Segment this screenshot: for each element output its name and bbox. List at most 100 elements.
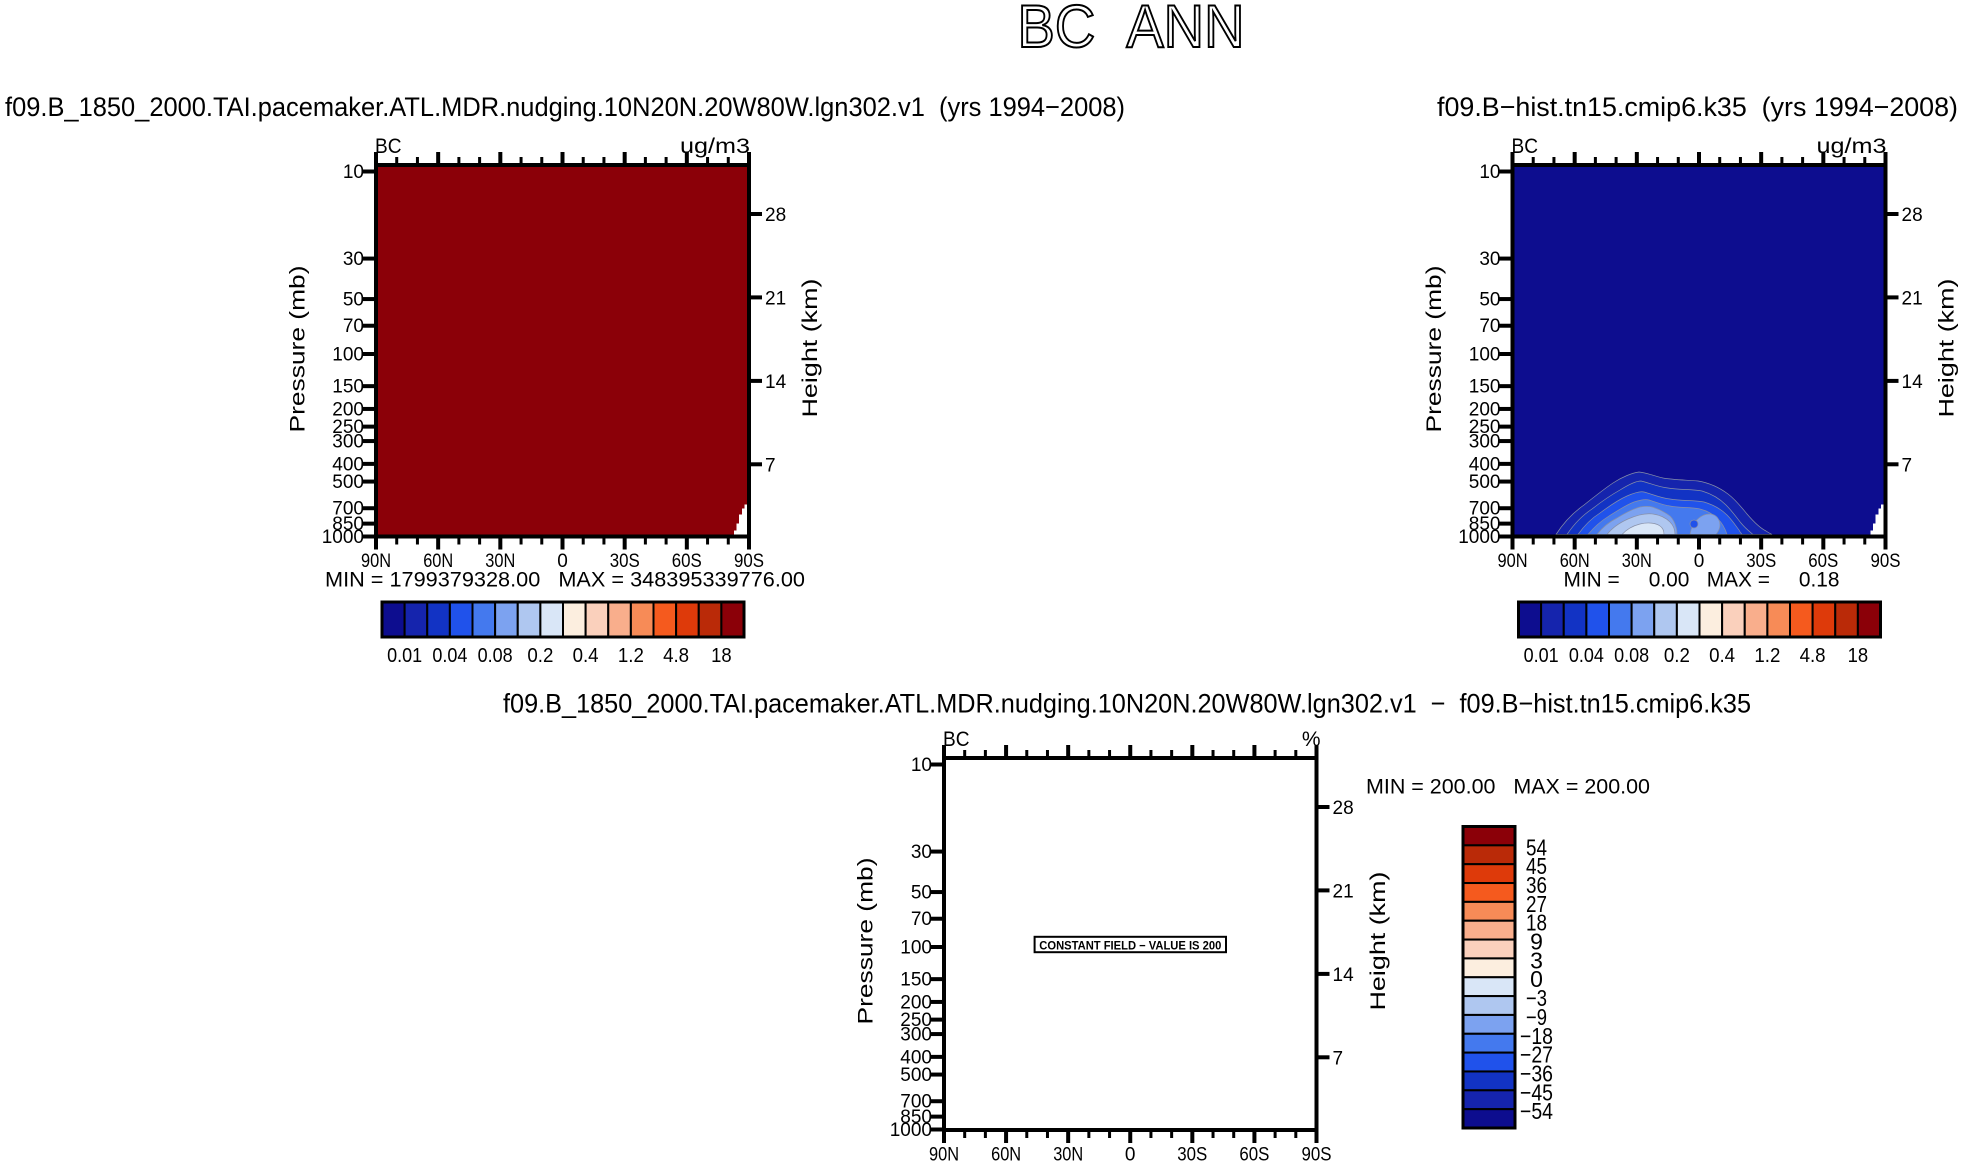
svg-text:200: 200 [1469,399,1501,420]
svg-text:28: 28 [1902,205,1923,226]
svg-text:21: 21 [765,288,786,309]
svg-text:400: 400 [1469,454,1501,475]
svg-text:4.8: 4.8 [663,645,689,667]
svg-text:60N: 60N [423,551,453,572]
svg-text:0: 0 [1530,966,1543,992]
svg-text:60S: 60S [672,551,702,572]
svg-text:150: 150 [1469,377,1501,398]
svg-text:300: 300 [900,1025,932,1046]
svg-text:30: 30 [343,249,364,270]
svg-text:MIN = 200.00 MAX = 200.00: MIN = 200.00 MAX = 200.00 [1366,776,1650,799]
svg-text:90S: 90S [1871,551,1901,572]
svg-text:200: 200 [332,399,364,420]
svg-text:7: 7 [1902,455,1913,476]
svg-text:30N: 30N [1053,1145,1083,1166]
svg-text:7: 7 [765,455,776,476]
svg-text:21: 21 [1333,881,1354,902]
svg-text:700: 700 [332,499,364,520]
svg-text:100: 100 [1469,345,1501,366]
svg-text:−18: −18 [1520,1023,1553,1049]
svg-text:100: 100 [900,938,932,959]
svg-text:60S: 60S [1239,1145,1269,1166]
svg-text:Pressure (mb): Pressure (mb) [1422,266,1446,433]
svg-text:f09.B−hist.tn15.cmip6.k35 (yr: f09.B−hist.tn15.cmip6.k35 (yrs 1994−2008… [1437,92,1958,122]
svg-text:850: 850 [900,1107,932,1128]
svg-text:30S: 30S [1746,551,1776,572]
svg-text:−27: −27 [1520,1042,1553,1068]
svg-text:0.4: 0.4 [1709,645,1735,667]
svg-text:1000: 1000 [322,527,364,548]
svg-text:MIN = 1799379328.00 MAX = 34: MIN = 1799379328.00 MAX = 348395339776.0… [325,569,805,592]
svg-text:28: 28 [765,205,786,226]
svg-text:−3: −3 [1526,985,1547,1011]
svg-text:BC: BC [375,135,402,158]
svg-text:1000: 1000 [890,1120,932,1141]
svg-text:0: 0 [1694,551,1705,572]
svg-text:30S: 30S [610,551,640,572]
svg-text:850: 850 [1469,514,1501,535]
svg-text:7: 7 [1333,1048,1344,1069]
svg-text:CONSTANT FIELD − VALUE IS 200: CONSTANT FIELD − VALUE IS 200 [1039,939,1221,953]
svg-text:0.01: 0.01 [387,645,422,667]
svg-text:700: 700 [900,1092,932,1113]
svg-text:BC: BC [1512,135,1539,158]
svg-text:18: 18 [1848,645,1869,667]
svg-text:300: 300 [1469,432,1501,453]
svg-text:BC: BC [943,728,970,751]
svg-text:500: 500 [1469,472,1501,493]
svg-text:30S: 30S [1177,1145,1207,1166]
svg-text:30N: 30N [1622,551,1652,572]
svg-text:1.2: 1.2 [1754,645,1780,667]
svg-text:ug/m3: ug/m3 [1817,135,1887,158]
svg-text:400: 400 [900,1047,932,1068]
svg-text:10: 10 [911,755,932,776]
svg-text:Height (km): Height (km) [1935,279,1959,418]
svg-text:27: 27 [1526,891,1547,917]
svg-text:90S: 90S [734,551,764,572]
svg-text:−54: −54 [1520,1098,1553,1124]
svg-text:150: 150 [900,970,932,991]
svg-text:60N: 60N [991,1145,1021,1166]
svg-text:70: 70 [1479,316,1500,337]
svg-text:18: 18 [711,645,732,667]
svg-text:50: 50 [1479,290,1500,311]
svg-text:54: 54 [1526,834,1547,860]
svg-text:−36: −36 [1520,1061,1553,1087]
svg-text:90S: 90S [1302,1145,1332,1166]
svg-text:70: 70 [343,316,364,337]
svg-text:14: 14 [1333,965,1355,986]
svg-text:250: 250 [1469,417,1501,438]
svg-text:50: 50 [911,883,932,904]
svg-text:10: 10 [343,162,364,183]
svg-text:0: 0 [557,551,568,572]
svg-text:ug/m3: ug/m3 [680,135,750,158]
svg-text:f09.B_1850_2000.TAI.pacemaker.: f09.B_1850_2000.TAI.pacemaker.ATL.MDR.nu… [5,92,1125,122]
svg-text:3: 3 [1530,947,1543,973]
svg-text:Height (km): Height (km) [798,279,822,418]
svg-text:0.2: 0.2 [1664,645,1690,667]
svg-text:36: 36 [1526,872,1547,898]
svg-text:0.08: 0.08 [1614,645,1649,667]
svg-text:0.4: 0.4 [573,645,599,667]
svg-text:Height (km): Height (km) [1366,872,1390,1011]
svg-text:60S: 60S [1808,551,1838,572]
svg-text:100: 100 [332,345,364,366]
svg-text:150: 150 [332,377,364,398]
svg-text:70: 70 [911,909,932,930]
svg-text:0.08: 0.08 [478,645,513,667]
svg-text:60N: 60N [1560,551,1590,572]
svg-text:90N: 90N [929,1145,959,1166]
svg-text:30: 30 [1479,249,1500,270]
svg-text:21: 21 [1902,288,1923,309]
svg-text:500: 500 [900,1065,932,1086]
svg-text:%: % [1302,728,1321,751]
svg-text:0.2: 0.2 [527,645,553,667]
svg-text:−9: −9 [1526,1004,1547,1030]
svg-text:Pressure (mb): Pressure (mb) [286,266,310,433]
svg-text:90N: 90N [361,551,391,572]
svg-text:f09.B_1850_2000.TAI.pacemaker.: f09.B_1850_2000.TAI.pacemaker.ATL.MDR.nu… [503,689,1751,719]
svg-text:9: 9 [1530,929,1543,955]
svg-text:BC ANN: BC ANN [1018,0,1245,60]
svg-text:14: 14 [765,372,787,393]
svg-text:90N: 90N [1498,551,1528,572]
